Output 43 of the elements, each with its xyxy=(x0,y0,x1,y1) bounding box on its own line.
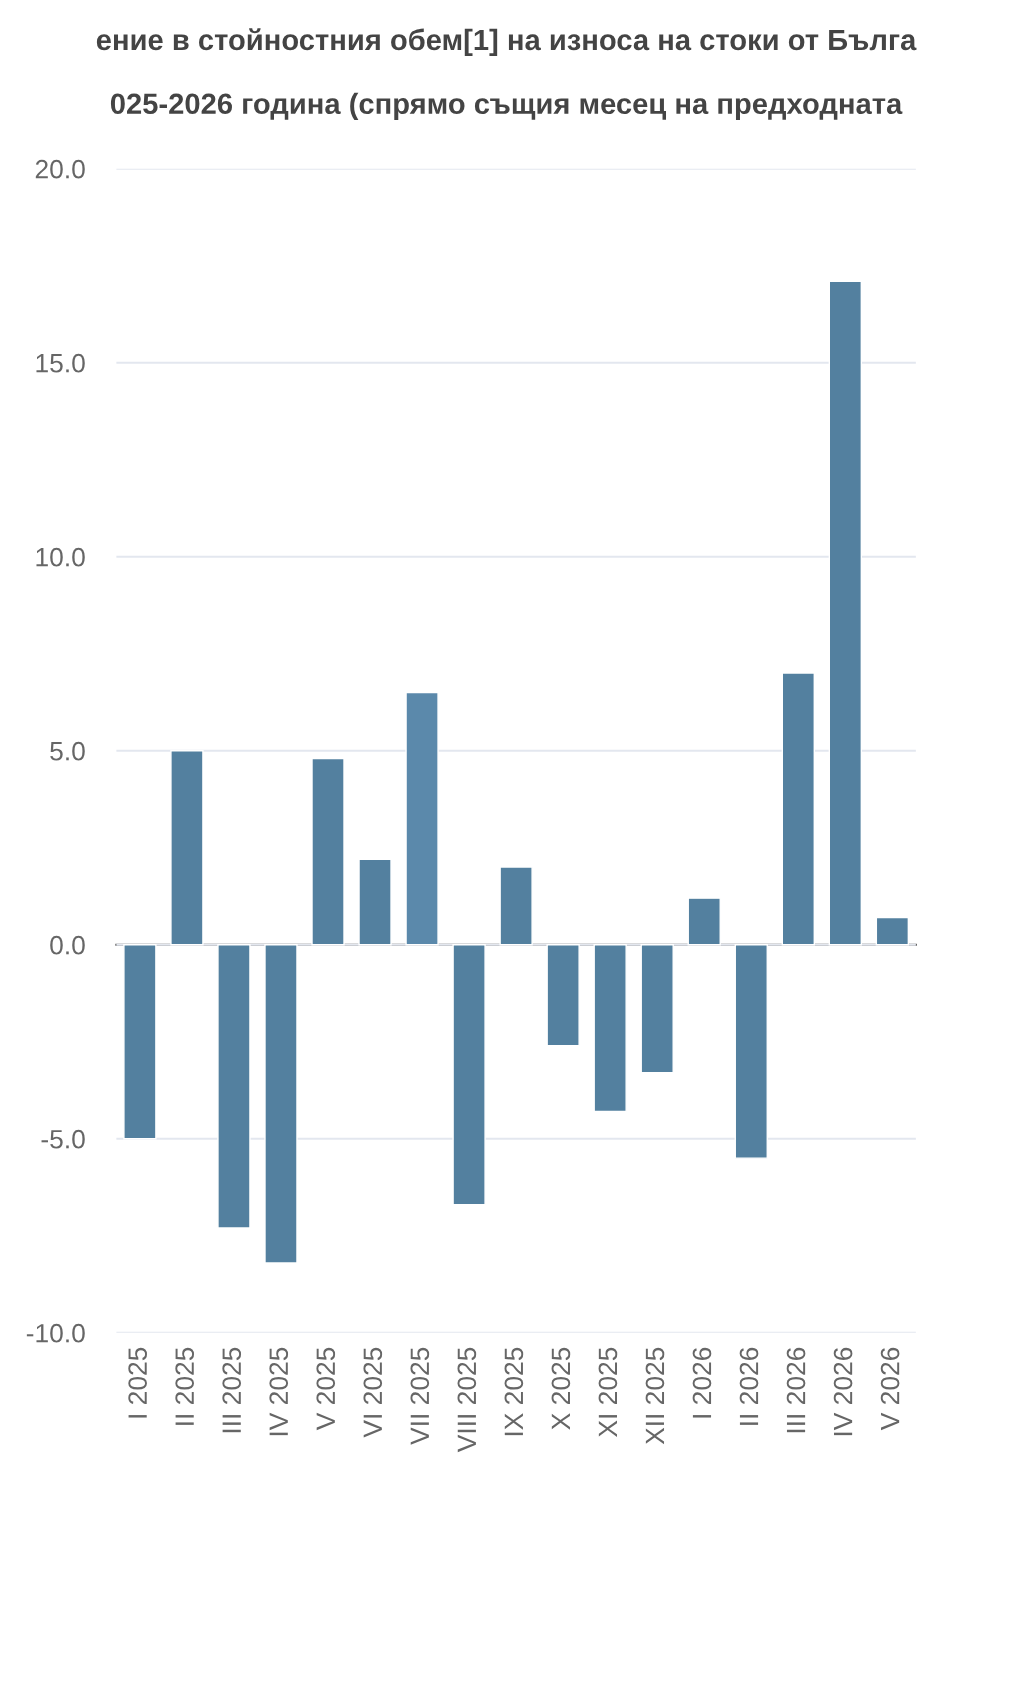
bar xyxy=(593,944,627,1113)
x-tick-label: II 2026 xyxy=(739,1347,759,1425)
bar xyxy=(499,866,533,946)
x-tick-label: V 2025 xyxy=(316,1347,336,1431)
x-tick-label: XI 2025 xyxy=(598,1347,618,1437)
bar xyxy=(828,280,863,946)
y-tick-label: 0.0 xyxy=(50,935,85,955)
bar xyxy=(875,916,910,946)
bar xyxy=(452,944,486,1206)
x-tick-label: X 2025 xyxy=(551,1347,571,1430)
bar xyxy=(170,750,204,946)
y-tick-label: 15.0 xyxy=(36,353,85,373)
x-tick-label: VII 2025 xyxy=(410,1347,430,1445)
y-tick-label: 20.0 xyxy=(35,159,85,179)
x-tick-label: IV 2025 xyxy=(269,1347,289,1436)
bar xyxy=(311,757,345,946)
y-tick-label: -10.0 xyxy=(26,1323,85,1343)
bar xyxy=(123,944,157,1140)
x-tick-label: VIII 2025 xyxy=(457,1347,477,1453)
chart-subtitle: 025-2026 година (спрямо същия месец на предходната xyxy=(110,92,903,120)
x-tick-label: I 2026 xyxy=(692,1347,712,1418)
bar xyxy=(687,897,721,946)
bar xyxy=(405,691,439,946)
bar xyxy=(264,944,298,1264)
y-tick-label: 10.0 xyxy=(36,547,85,567)
bar xyxy=(358,858,392,946)
x-tick-label: IV 2026 xyxy=(833,1347,853,1436)
bar xyxy=(217,944,251,1229)
x-tick-label: XII 2025 xyxy=(645,1347,665,1445)
bar xyxy=(781,672,815,946)
x-tick-label: V 2026 xyxy=(880,1347,900,1431)
x-tick-label: VI 2025 xyxy=(363,1347,383,1438)
x-tick-label: II 2025 xyxy=(175,1347,195,1425)
y-tick-label: 5.0 xyxy=(50,741,85,761)
x-tick-label: III 2025 xyxy=(222,1347,242,1433)
chart-title: ение в стойностния обем[1] на износа на стоки от Бълга xyxy=(96,28,917,57)
x-tick-label: III 2026 xyxy=(786,1347,806,1433)
y-tick-label: -5.0 xyxy=(41,1129,85,1149)
x-tick-label: I 2025 xyxy=(128,1347,147,1418)
bar xyxy=(734,944,768,1159)
bar xyxy=(640,944,674,1074)
x-tick-label: IX 2025 xyxy=(504,1347,524,1436)
bar xyxy=(546,944,580,1047)
